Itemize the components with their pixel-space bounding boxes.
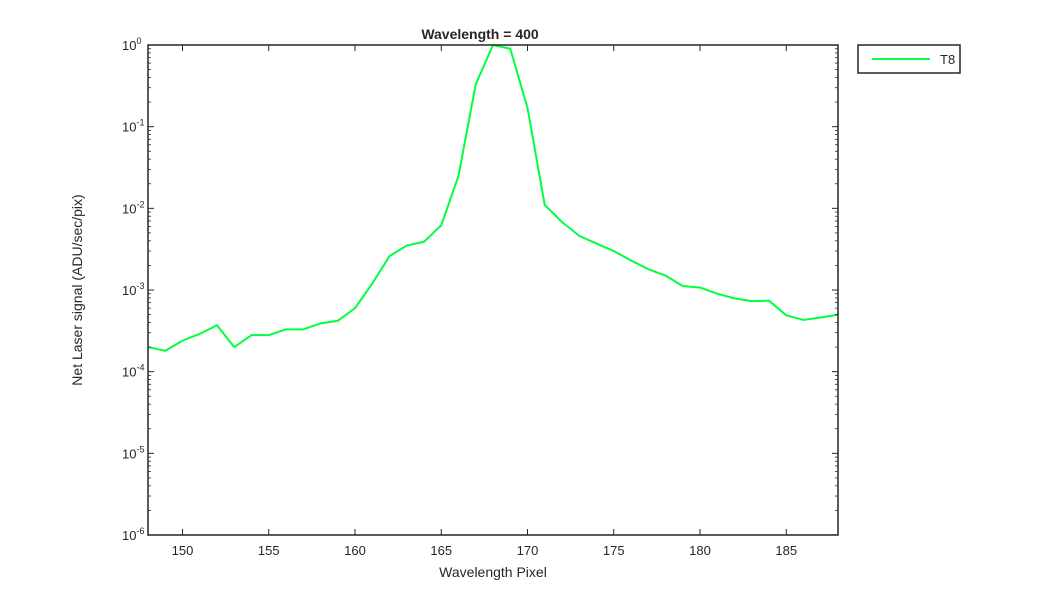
x-tick-label: 175 [603, 543, 625, 558]
y-tick-label: 10-4 [122, 363, 144, 380]
y-tick-label: 10-2 [122, 199, 144, 216]
x-tick-label: 155 [258, 543, 280, 558]
y-tick-labels: 100 10-1 10-2 10-3 10-4 10-5 10-6 [122, 36, 144, 543]
plot-area [147, 44, 839, 536]
x-tick-label: 165 [430, 543, 452, 558]
axes-box [147, 44, 839, 536]
x-tick-label: 180 [689, 543, 711, 558]
chart-title: Wavelength = 400 [421, 26, 539, 42]
x-tick-label: 160 [344, 543, 366, 558]
y-tick-label: 10-5 [122, 444, 144, 461]
x-tick-labels: 150 155 160 165 170 175 180 185 [172, 543, 797, 558]
x-axis-label: Wavelength Pixel [439, 564, 547, 580]
x-tick-label: 150 [172, 543, 194, 558]
y-tick-label: 10-3 [122, 281, 144, 298]
x-tick-label: 185 [775, 543, 797, 558]
legend-entry-label: T8 [940, 52, 955, 67]
axes-background [148, 45, 838, 535]
x-tick-label: 170 [517, 543, 539, 558]
y-tick-label: 10-1 [122, 118, 144, 135]
y-axis-label: Net Laser signal (ADU/sec/pix) [69, 194, 85, 385]
y-tick-label: 10-6 [122, 526, 144, 543]
y-tick-label: 100 [122, 36, 141, 53]
legend[interactable]: T8 [857, 44, 961, 74]
